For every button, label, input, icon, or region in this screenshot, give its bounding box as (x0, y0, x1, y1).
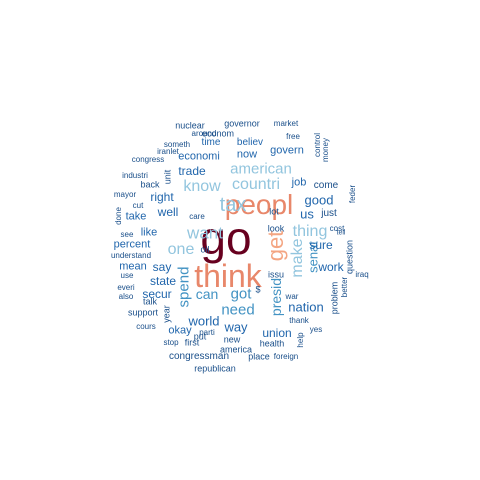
word-new: new (223, 334, 241, 345)
word-done: done (114, 207, 123, 225)
word-need: need (221, 301, 255, 319)
word-tell: tell (336, 229, 346, 237)
word-tax: tax (219, 194, 247, 216)
word-parti: parti (199, 328, 215, 337)
word-want: want (187, 223, 223, 243)
word-yes: yes (309, 325, 323, 334)
word-war: war (285, 292, 299, 301)
word-everi: everi (117, 283, 135, 292)
word-money: money (321, 137, 330, 163)
word-question: question (344, 239, 355, 275)
word-support: support (127, 307, 159, 318)
word-world: world (188, 313, 220, 329)
word-problem: problem (329, 281, 340, 315)
word-take: take (125, 210, 147, 223)
word-job: job (291, 176, 307, 189)
word-mayor: mayor (113, 190, 137, 199)
word-cours: cours (136, 322, 156, 331)
word-free: free (286, 132, 300, 141)
word-go: go (200, 212, 252, 264)
word-state: state (149, 274, 177, 288)
word-american: american (230, 160, 292, 178)
word-see: see (120, 230, 134, 239)
word-iraq: iraq (355, 270, 369, 279)
word-america: america (219, 344, 253, 355)
word-republican: republican (194, 363, 236, 374)
word-just: just (321, 208, 337, 219)
word-understand: understand (110, 251, 152, 260)
word-come: come (313, 180, 339, 191)
word-econom: econom (201, 128, 235, 139)
word-spend: spend (175, 266, 193, 308)
word-governor: governor (224, 118, 260, 129)
word-dollar: $ (255, 284, 261, 295)
word-well: well (157, 205, 179, 219)
word-thing: thing (292, 223, 328, 240)
word-place: place (248, 351, 270, 362)
word-percent: percent (113, 238, 151, 251)
word-time: time (201, 137, 221, 148)
word-sure: sure (309, 238, 333, 252)
word-one: one (167, 241, 195, 258)
word-lot: lot (269, 206, 279, 217)
word-iranlet: iranlet (157, 147, 179, 156)
word-better: better (340, 276, 349, 298)
word-thank: thank (289, 316, 309, 325)
word-around: around (191, 129, 217, 138)
word-now: now (236, 148, 258, 161)
word-govern: govern (270, 144, 304, 157)
word-health: health (259, 338, 285, 349)
word-someth: someth (163, 140, 191, 149)
word-okay: okay (168, 324, 192, 337)
word-way: way (224, 319, 248, 335)
word-oil: oil (200, 244, 210, 255)
word-market: market (273, 119, 299, 128)
word-help: help (296, 332, 305, 348)
word-work: work (318, 260, 344, 274)
word-foreign: foreign (273, 352, 299, 361)
word-right: right (150, 190, 174, 204)
word-issu: issu (267, 269, 285, 280)
word-cut: cut (132, 201, 144, 210)
word-also: also (118, 292, 134, 301)
word-peopl: peopl (224, 189, 294, 220)
word-use: use (120, 271, 134, 280)
word-first: first (184, 337, 200, 348)
word-good: good (304, 192, 334, 208)
word-care: care (189, 212, 205, 221)
word-industri: industri (122, 171, 148, 180)
word-look: look (267, 223, 285, 234)
word-congressman: congressman (168, 351, 230, 362)
word-economi: economi (178, 150, 220, 163)
word-secur: secur (142, 287, 172, 301)
word-got: got (230, 285, 252, 303)
word-can: can (195, 286, 219, 302)
word-presid: presid (268, 277, 284, 317)
word-think: think (194, 258, 262, 294)
word-feder: feder (348, 184, 357, 204)
word-nation: nation (288, 299, 324, 315)
word-countri: countri (231, 176, 281, 193)
word-know: know (183, 178, 221, 195)
word-trade: trade (178, 164, 206, 178)
word-put: put (193, 331, 207, 342)
word-cost: cost (329, 224, 345, 233)
word-get: get (263, 230, 288, 262)
word-year: year (161, 305, 172, 323)
word-make: make (289, 238, 306, 278)
word-say: say (152, 260, 172, 274)
word-back: back (140, 179, 160, 190)
word-nuclear: nuclear (175, 120, 205, 131)
word-mean: mean (119, 260, 147, 273)
word-like: like (140, 226, 158, 239)
word-us: us (300, 206, 314, 222)
word-talk: talk (142, 296, 158, 307)
word-stop: stop (163, 338, 179, 347)
word-union: union (262, 326, 292, 340)
word-unit: unit (162, 169, 173, 185)
word-congress: congress (131, 155, 165, 164)
word-believ: believ (236, 137, 264, 148)
